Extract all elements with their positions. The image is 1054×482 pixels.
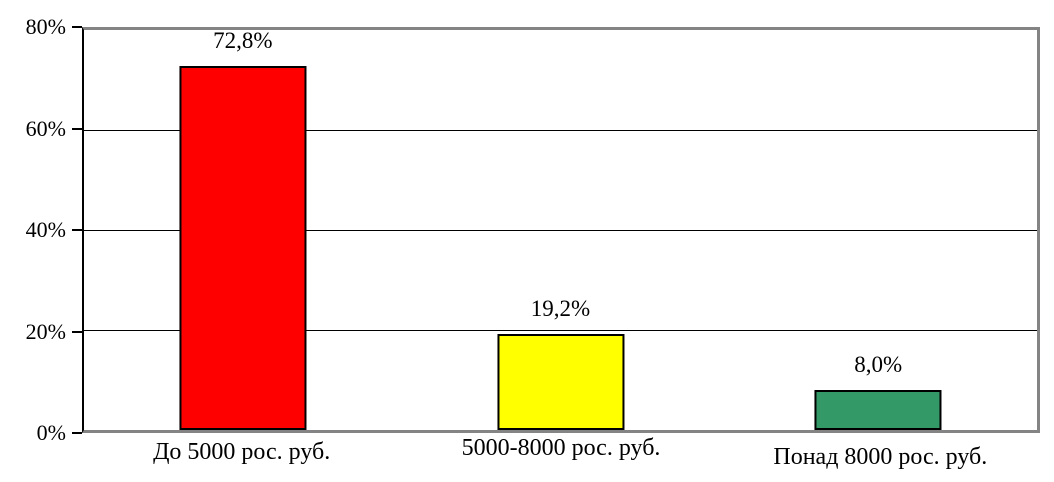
gridlines (84, 30, 1037, 430)
y-tick-label: 40% (25, 217, 66, 242)
y-tick-label: 60% (25, 115, 66, 141)
y-tick-mark (72, 229, 82, 231)
bar-1 (179, 66, 307, 430)
y-tick-mark (72, 26, 82, 28)
bar-value-label: 8,0% (854, 351, 903, 377)
bar-cell: 8,0% (719, 30, 1037, 430)
plot-area: 72,8% 19,2% 8,0% (82, 27, 1040, 433)
y-tick-mark (72, 330, 82, 333)
y-tick-label: 80% (25, 14, 66, 39)
gridline (84, 230, 1037, 231)
gridline (84, 130, 1037, 131)
y-axis-labels: 0% 20% 40% 60% 80% (0, 16, 66, 444)
y-axis-ticks (72, 26, 82, 434)
bar-value-label: 19,2% (530, 295, 591, 321)
y-tick-mark (72, 127, 82, 130)
x-axis-labels: До 5000 рос. руб. 5000-8000 рос. руб. Пона… (82, 435, 1040, 469)
bar-2 (496, 334, 625, 430)
bar-cell: 19,2% (402, 30, 720, 430)
bar-3 (814, 390, 942, 430)
y-tick-label: 0% (36, 420, 66, 445)
gridline (84, 330, 1037, 331)
x-category-label: 5000-8000 рос. руб. (461, 435, 661, 461)
bar-value-label: 72,8% (213, 27, 273, 53)
y-tick-label: 20% (25, 318, 66, 344)
x-category-label: Понад 8000 рос. руб. (773, 444, 988, 470)
bars-layer: 72,8% 19,2% 8,0% (84, 28, 1037, 430)
x-category-label: До 5000 рос. руб. (153, 439, 331, 465)
bar-cell: 72,8% (84, 28, 402, 430)
y-tick-mark (72, 432, 82, 434)
